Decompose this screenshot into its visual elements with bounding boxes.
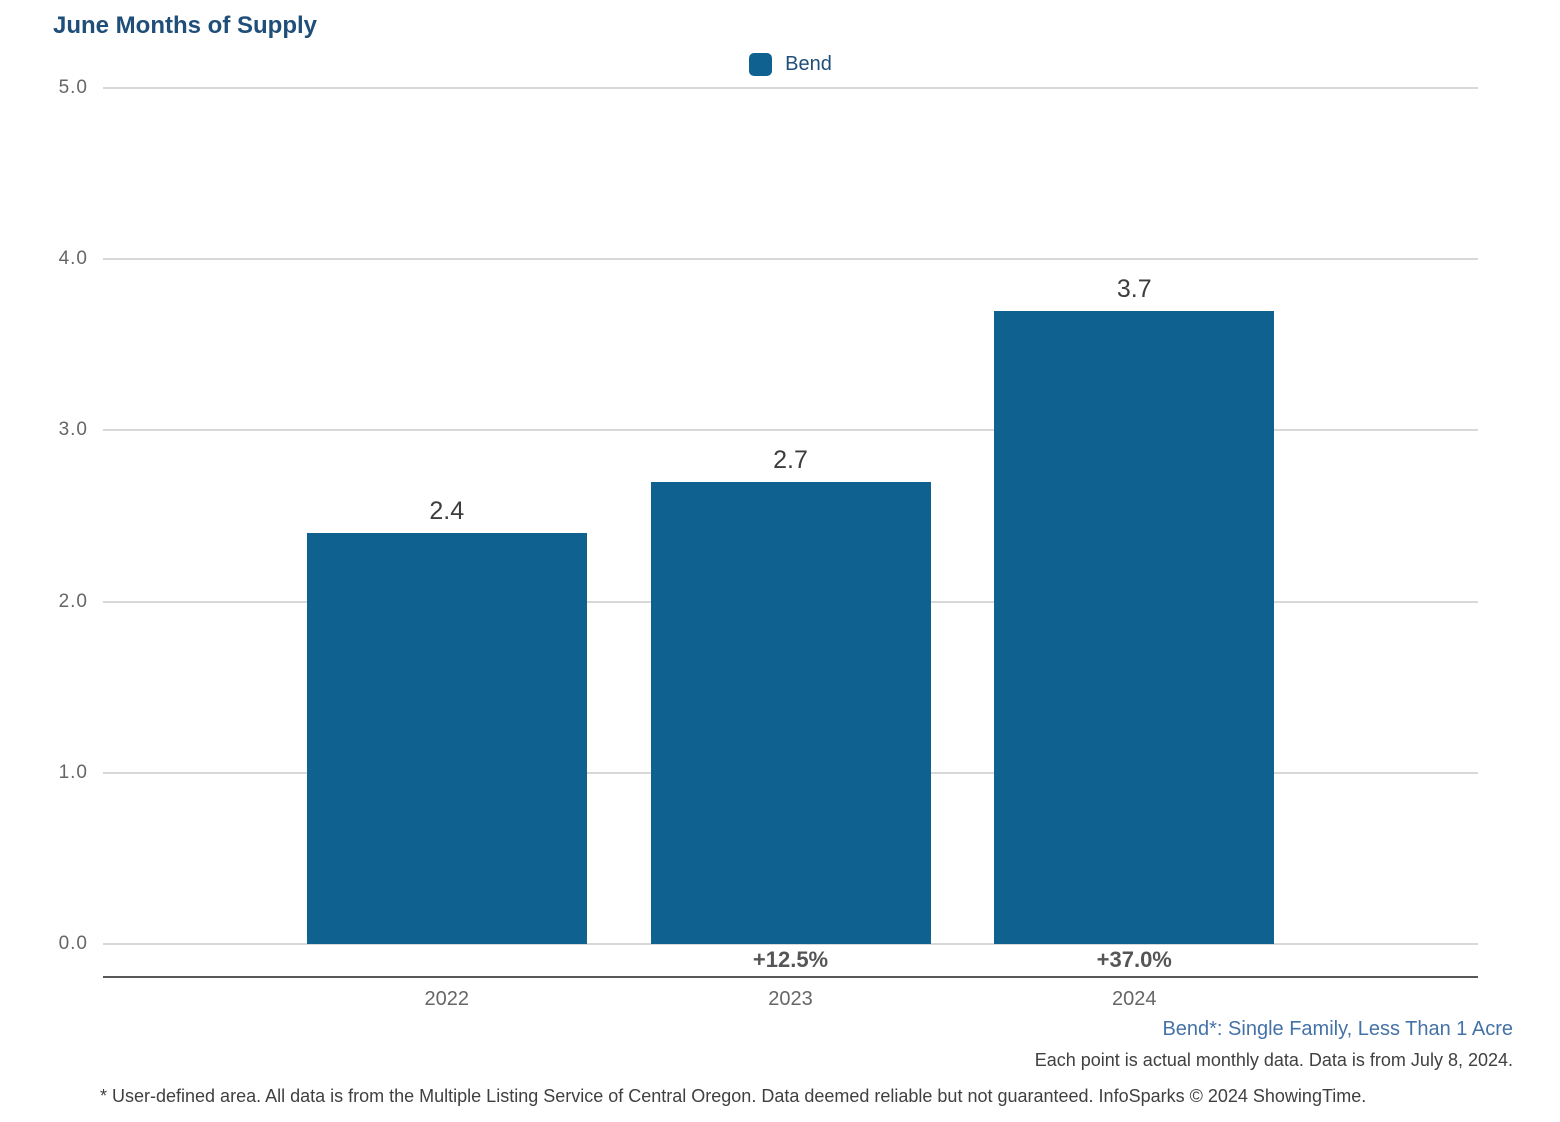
bar-value-label: 3.7 (1116, 274, 1152, 303)
y-axis-tick-label: 4.0 (58, 248, 88, 270)
chart-title: June Months of Supply (53, 12, 317, 39)
bar-2022[interactable] (306, 533, 587, 944)
legend-swatch-icon (749, 52, 773, 76)
y-axis-tick-label: 1.0 (58, 761, 88, 783)
x-axis-category-label: 2024 (1112, 988, 1157, 1010)
pct-change-label: +37.0% (1096, 947, 1172, 972)
x-axis-category-label: 2023 (768, 988, 813, 1010)
y-axis: 5.0 4.0 3.0 2.0 1.0 0.0 (0, 77, 88, 954)
y-axis-tick-label: 0.0 (58, 933, 88, 954)
gridline (103, 258, 1478, 261)
x-axis-category-label: 2022 (424, 988, 470, 1010)
footnote-data-source: Each point is actual monthly data. Data … (1034, 1050, 1513, 1070)
footnote-series-definition: Bend*: Single Family, Less Than 1 Acre (1162, 1018, 1513, 1040)
y-axis-tick-label: 3.0 (58, 419, 88, 441)
gridline (103, 87, 1478, 89)
x-axis-labels: 2022 2023 2024 (103, 988, 1478, 1014)
legend-item-bend[interactable]: Bend (103, 50, 1478, 78)
plot-area: 2.4 2.7 3.7 (103, 87, 1478, 945)
pct-change-row: +12.5% +37.0% (103, 947, 1478, 975)
y-axis-tick-label: 5.0 (58, 77, 88, 98)
bar-2024[interactable] (994, 310, 1275, 944)
bar-value-label: 2.4 (429, 497, 465, 526)
gridline (103, 429, 1478, 432)
legend-label: Bend (785, 52, 832, 75)
footnote-disclaimer: * User-defined area. All data is from th… (100, 1086, 1367, 1106)
pct-change-label: +12.5% (752, 947, 829, 972)
y-axis-tick-label: 2.0 (58, 590, 88, 612)
bar-value-label: 2.7 (773, 445, 808, 474)
gridline (103, 943, 1478, 945)
x-axis-line (103, 976, 1478, 978)
bar-2023[interactable] (650, 481, 931, 944)
